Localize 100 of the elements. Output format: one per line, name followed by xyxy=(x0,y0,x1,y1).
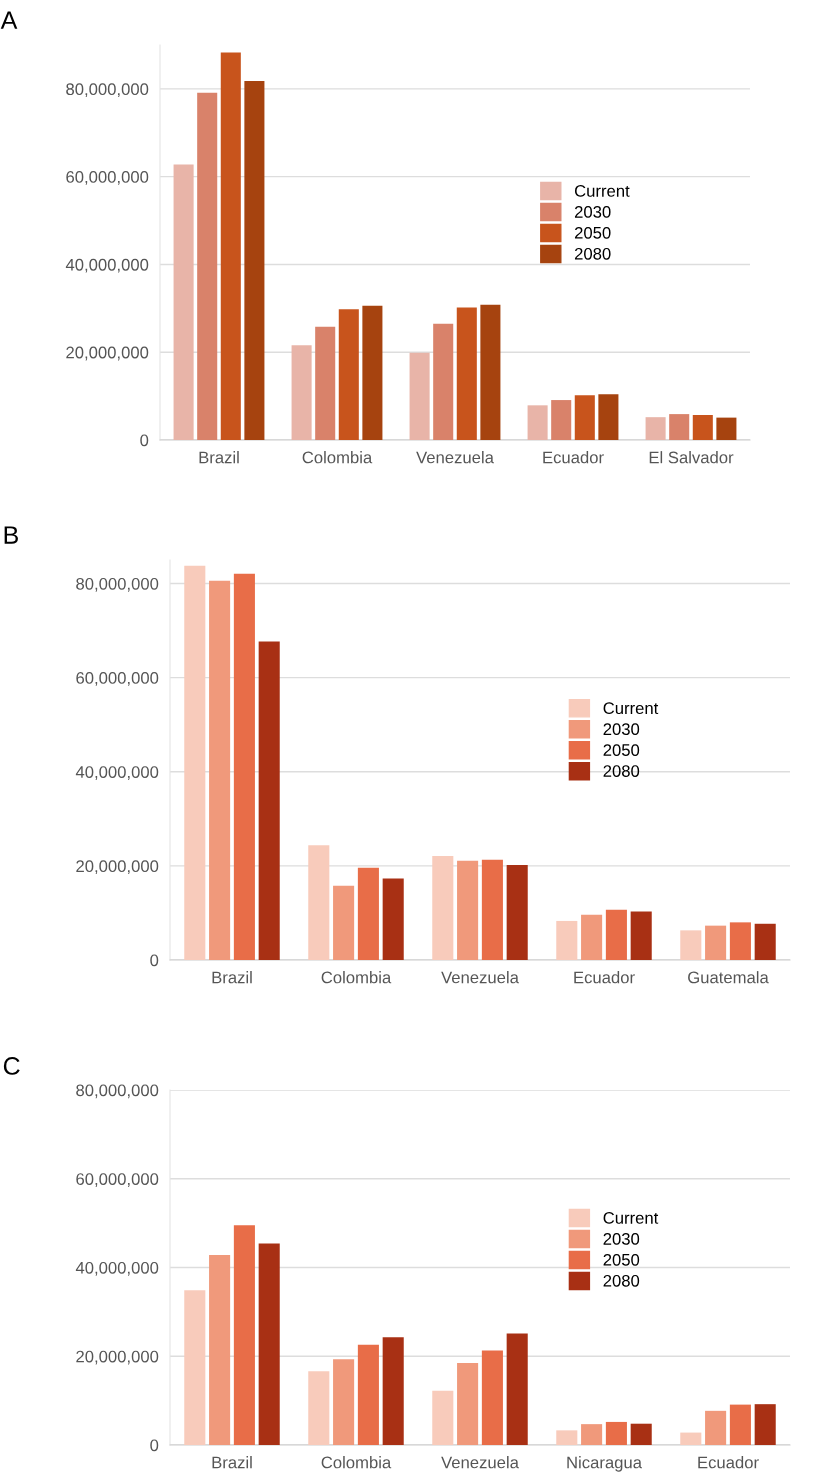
bar xyxy=(729,922,751,960)
bar xyxy=(173,164,194,440)
bar xyxy=(551,400,572,440)
bar xyxy=(481,859,503,960)
bar xyxy=(716,417,737,440)
bar xyxy=(220,52,241,440)
legend-label: 2050 xyxy=(574,226,611,239)
bar xyxy=(556,920,578,960)
bar xyxy=(754,923,776,960)
chart-title: B xyxy=(4,526,18,544)
bar xyxy=(362,305,383,440)
x-tick-label: Venezuela xyxy=(416,451,494,464)
x-tick-label: Brazil xyxy=(212,971,252,984)
bar xyxy=(258,641,280,960)
y-tick-label: 0 xyxy=(150,1439,159,1452)
bar xyxy=(527,405,548,440)
bar xyxy=(338,309,359,440)
bar xyxy=(605,909,627,960)
bar xyxy=(209,580,231,960)
bar xyxy=(333,1359,355,1445)
bar xyxy=(382,878,404,960)
bar xyxy=(209,1255,231,1445)
bar xyxy=(432,1390,454,1445)
y-tick-label: 40,000,000 xyxy=(75,766,159,780)
y-tick-label: 40,000,000 xyxy=(65,258,149,273)
bar xyxy=(184,1290,206,1445)
bar xyxy=(233,1225,255,1445)
bar xyxy=(258,1243,280,1445)
bar xyxy=(333,885,355,960)
bar xyxy=(605,1421,627,1445)
x-tick-label: Ecuador xyxy=(543,451,604,464)
x-tick-label: Ecuador xyxy=(698,1456,759,1469)
bar xyxy=(645,417,666,440)
bar xyxy=(680,1432,702,1445)
y-tick-label: 40,000,000 xyxy=(75,1261,159,1276)
chart-title: A xyxy=(0,11,18,29)
bar xyxy=(729,1404,751,1445)
bar xyxy=(598,394,619,440)
bar xyxy=(754,1404,776,1445)
legend-label: 2080 xyxy=(603,1274,640,1287)
bar xyxy=(357,1344,379,1445)
bar xyxy=(308,1371,330,1445)
bar xyxy=(692,414,713,440)
bar xyxy=(669,414,690,440)
bar xyxy=(556,1430,578,1445)
x-tick-label: Colombia xyxy=(321,971,392,984)
bar xyxy=(315,326,336,440)
y-tick-label: 60,000,000 xyxy=(76,1173,159,1187)
bar xyxy=(409,352,430,440)
bar xyxy=(432,856,454,960)
y-tick-label: 20,000,000 xyxy=(76,860,159,875)
y-tick-label: 80,000,000 xyxy=(66,83,149,98)
bar xyxy=(506,864,528,960)
bar xyxy=(581,914,603,960)
legend-label: 2080 xyxy=(574,247,611,260)
x-tick-label: Venezuela xyxy=(441,971,519,984)
legend-label: 2030 xyxy=(603,1232,640,1245)
bar xyxy=(630,911,652,960)
bar xyxy=(480,304,501,440)
bar xyxy=(244,80,265,440)
x-tick-label: Nicaragua xyxy=(567,1456,642,1472)
y-tick-label: 80,000,000 xyxy=(76,1084,159,1099)
legend-label: 2030 xyxy=(603,723,640,736)
x-tick-label: Brazil xyxy=(199,451,239,464)
bar xyxy=(630,1423,652,1445)
legend-label: 2050 xyxy=(603,1253,640,1266)
bar xyxy=(433,323,454,440)
legend-label: Current xyxy=(603,1212,659,1224)
legend-label: Current xyxy=(603,702,659,715)
x-tick-label: Colombia xyxy=(302,451,373,464)
bar xyxy=(308,845,330,960)
x-tick-label: El Salvador xyxy=(649,451,734,464)
bar xyxy=(457,860,479,960)
bar xyxy=(574,395,595,440)
x-tick-label: Venezuela xyxy=(441,1456,519,1469)
legend-label: 2030 xyxy=(574,205,611,218)
legend-label: 2080 xyxy=(603,765,640,777)
legend-label: 2050 xyxy=(603,744,640,756)
x-tick-label: Guatemala xyxy=(688,971,769,984)
y-tick-label: 0 xyxy=(140,434,149,447)
x-tick-label: Ecuador xyxy=(574,971,635,984)
bar xyxy=(506,1333,528,1445)
bar xyxy=(382,1337,404,1445)
y-tick-label: 60,000,000 xyxy=(66,171,149,185)
chart-title: C xyxy=(3,1057,20,1075)
bar xyxy=(705,925,727,960)
y-tick-label: 80,000,000 xyxy=(76,577,159,592)
bar xyxy=(197,92,218,440)
bar xyxy=(705,1410,727,1445)
y-tick-label: 60,000,000 xyxy=(76,672,159,686)
bar xyxy=(233,573,255,960)
bar xyxy=(291,345,312,440)
x-tick-label: Colombia xyxy=(321,1456,392,1469)
bar xyxy=(680,930,702,960)
bar xyxy=(481,1350,503,1445)
y-tick-label: 20,000,000 xyxy=(66,346,149,361)
bar xyxy=(357,867,379,960)
bar xyxy=(456,307,477,440)
x-tick-label: Brazil xyxy=(212,1456,252,1469)
bar xyxy=(581,1424,603,1445)
